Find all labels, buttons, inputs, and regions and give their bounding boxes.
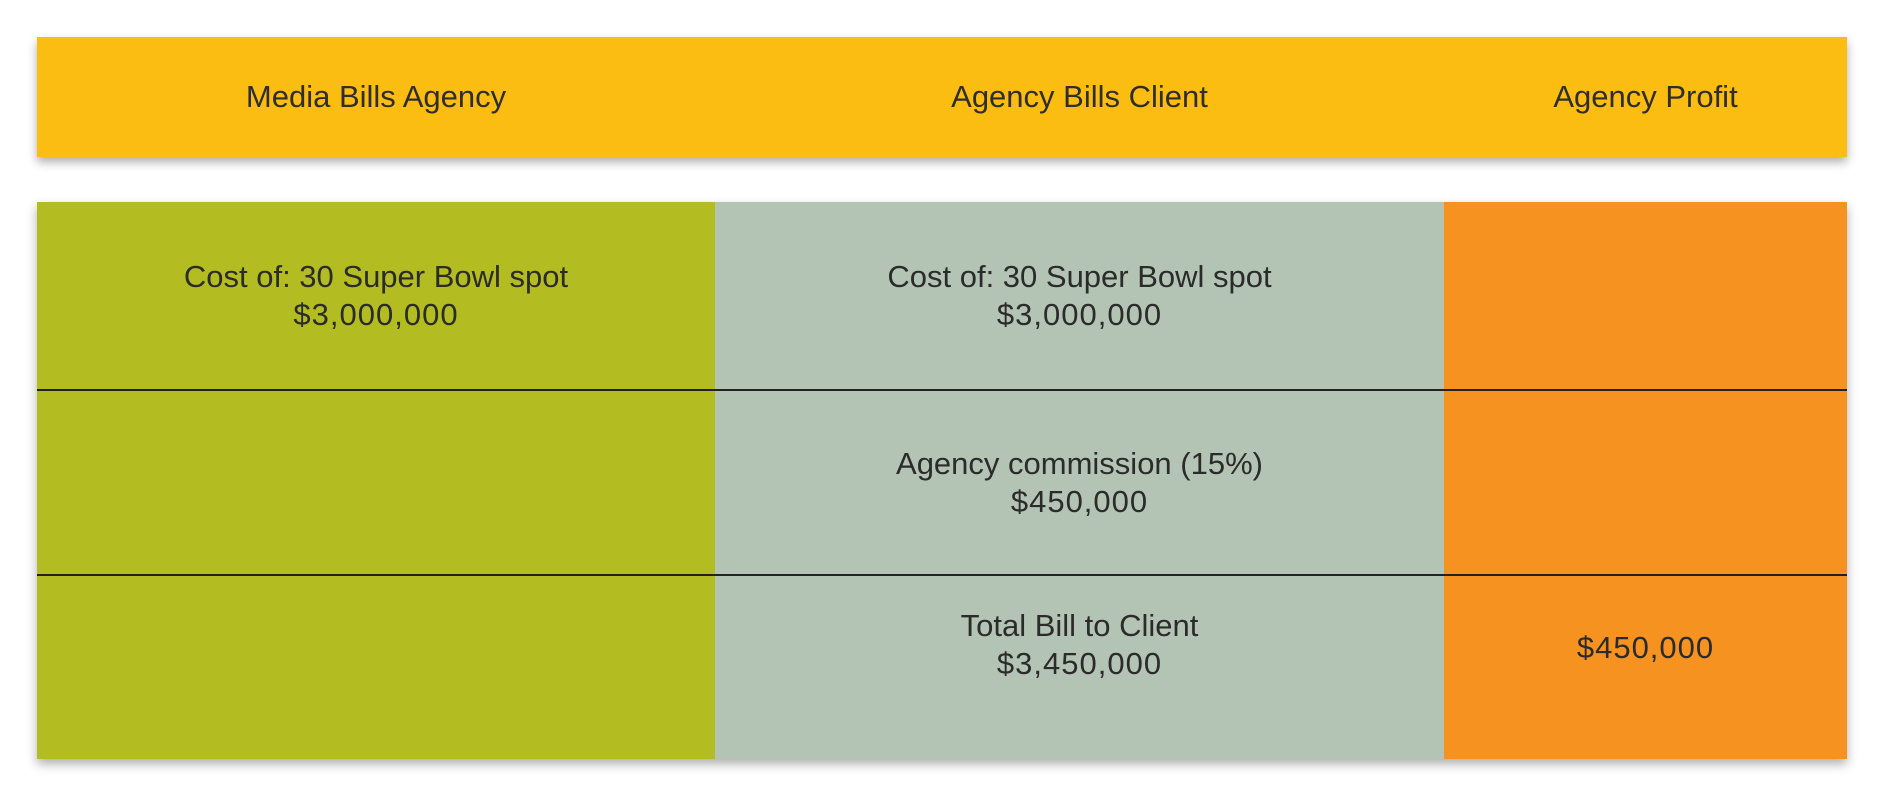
media-cost-label: Cost of: 30 Super Bowl spot [183, 259, 569, 294]
row-divider [37, 389, 1847, 391]
agency-commission-label: Agency commission (15%) [896, 445, 1263, 481]
agency-bills-client-column [715, 202, 1444, 759]
media-bills-agency-column [37, 202, 715, 759]
client-cost-amount: $3,000,000 [996, 297, 1163, 332]
total-bill-amount: $3,450,000 [996, 646, 1163, 681]
client-cost-cell: Cost of: 30 Super Bowl spot $3,000,000 [715, 202, 1444, 390]
total-bill-label: Total Bill to Client [960, 608, 1199, 643]
agency-profit-cell: $450,000 [1444, 616, 1847, 680]
header-agency-profit: Agency Profit [1553, 79, 1738, 114]
agency-profit-amount: $450,000 [1576, 630, 1715, 665]
client-cost-label: Cost of: 30 Super Bowl spot [887, 259, 1272, 294]
agency-commission-amount: $450,000 [1010, 483, 1149, 519]
header-bar: Media Bills Agency Agency Bills Client A… [37, 37, 1847, 157]
agency-profit-column [1444, 202, 1847, 759]
header-agency-bills-client: Agency Bills Client [951, 79, 1208, 114]
agency-commission-cell: Agency commission (15%) $450,000 [715, 391, 1444, 574]
row-divider [37, 574, 1847, 576]
total-bill-cell: Total Bill to Client $3,450,000 [715, 576, 1444, 714]
media-cost-amount: $3,000,000 [293, 297, 459, 332]
billing-table: Cost of: 30 Super Bowl spot $3,000,000 C… [37, 202, 1847, 759]
header-media-bills-agency: Media Bills Agency [245, 79, 507, 114]
media-cost-cell: Cost of: 30 Super Bowl spot $3,000,000 [37, 202, 715, 390]
